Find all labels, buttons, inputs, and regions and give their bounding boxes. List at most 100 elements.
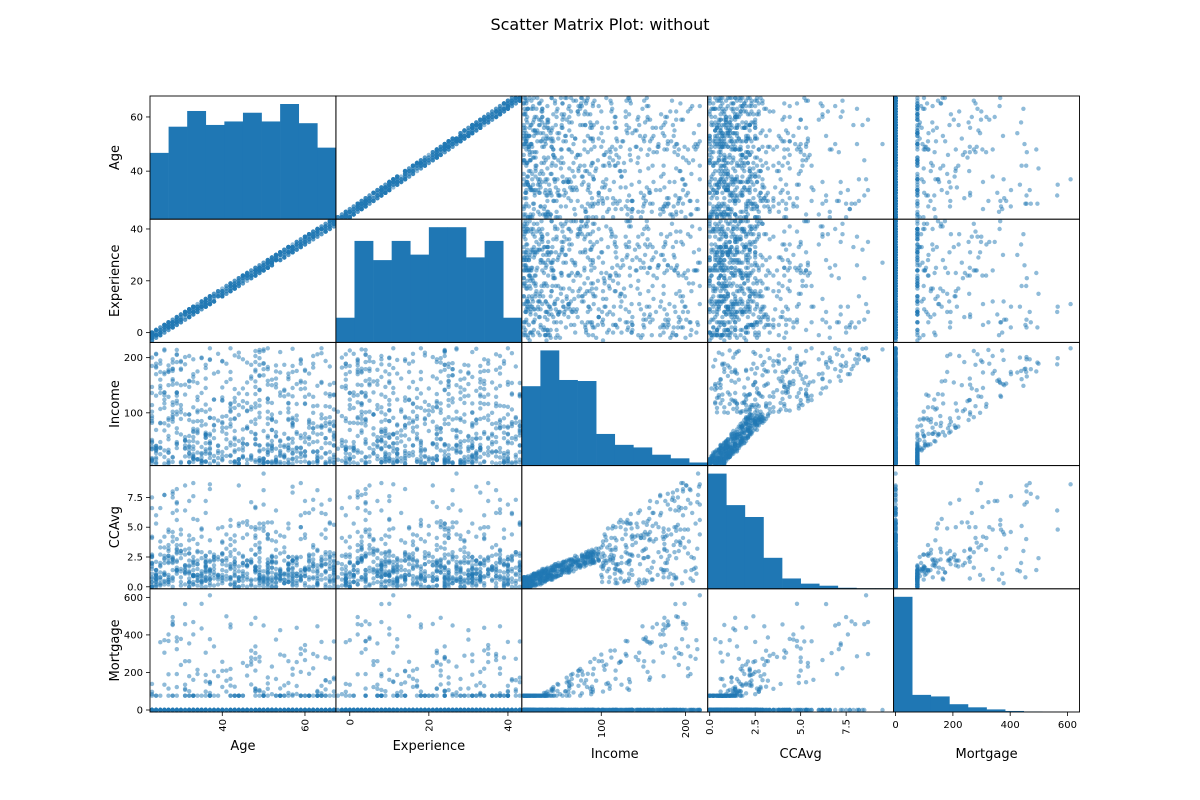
scatter-point — [751, 312, 756, 317]
scatter-point — [707, 158, 712, 163]
scatter-point — [787, 152, 792, 158]
scatter-point — [674, 229, 679, 234]
scatter-point — [626, 244, 632, 250]
scatter-point — [749, 139, 754, 144]
scatter-point — [628, 224, 633, 229]
scatter-point — [497, 109, 503, 114]
scatter-point — [647, 265, 653, 270]
scatter-point — [585, 255, 590, 260]
scatter-point — [718, 273, 723, 278]
scatter-point — [530, 177, 535, 182]
scatter-point — [195, 307, 200, 312]
scatter-point — [767, 109, 772, 114]
scatter-point — [521, 250, 526, 255]
scatter-point — [562, 252, 568, 258]
scatter-point — [745, 304, 751, 309]
scatter-point — [794, 229, 800, 234]
scatter-point — [827, 335, 832, 340]
scatter-point — [599, 270, 604, 276]
scatter-point — [594, 286, 599, 291]
scatter-point — [823, 133, 829, 139]
scatter-point — [558, 166, 564, 171]
scatter-point — [785, 307, 791, 312]
scatter-point — [745, 160, 751, 166]
scatter-point — [521, 268, 526, 273]
scatter-point — [734, 335, 740, 340]
scatter-point — [962, 150, 968, 155]
scatter-point — [915, 187, 920, 193]
scatter-point — [880, 260, 885, 265]
scatter-point — [689, 171, 694, 177]
scatter-point — [587, 171, 592, 177]
scatter-point — [551, 237, 556, 242]
scatter-point — [602, 281, 607, 286]
hist-bar — [150, 152, 169, 220]
scatter-point — [607, 155, 612, 160]
scatter-point — [523, 212, 528, 217]
scatter-point — [619, 291, 624, 296]
scatter-point — [720, 294, 725, 299]
scatter-point — [853, 201, 858, 206]
scatter-point — [630, 198, 635, 204]
scatter-point — [541, 281, 547, 286]
scatter-point — [798, 141, 803, 147]
scatter-point — [731, 177, 736, 182]
scatter-point — [605, 244, 611, 250]
hist-bar — [428, 227, 448, 343]
scatter-point — [915, 209, 920, 214]
scatter-point — [986, 320, 991, 325]
scatter-point — [776, 322, 781, 328]
scatter-point — [803, 125, 809, 130]
scatter-point — [674, 333, 679, 338]
scatter-point — [672, 179, 677, 185]
scatter-point — [551, 147, 556, 152]
scatter-point — [745, 133, 751, 139]
scatter-point — [617, 317, 622, 322]
scatter-point — [573, 330, 578, 335]
scatter-point — [749, 232, 754, 237]
scatter-point — [562, 309, 567, 315]
scatter-point — [780, 309, 785, 315]
scatter-point — [531, 117, 537, 122]
scatter-point — [606, 206, 612, 212]
scatter-point — [773, 185, 778, 190]
scatter-point — [620, 257, 625, 263]
scatter-point — [535, 330, 541, 335]
scatter-point — [754, 219, 760, 224]
scatter-point — [865, 117, 871, 122]
scatter-point — [1001, 177, 1006, 182]
scatter-point — [531, 187, 537, 193]
scatter-point — [640, 106, 645, 112]
scatter-point — [604, 95, 609, 101]
scatter-point — [720, 109, 725, 114]
scatter-point — [720, 286, 725, 291]
scatter-point — [725, 307, 731, 312]
scatter-point — [586, 215, 591, 220]
scatter-point — [838, 312, 843, 317]
scatter-point — [915, 204, 920, 209]
scatter-point — [589, 201, 595, 206]
scatter-point — [579, 299, 585, 304]
scatter-point — [783, 201, 789, 206]
scatter-point — [740, 190, 745, 195]
scatter-point — [680, 177, 686, 182]
scatter-point — [549, 95, 554, 101]
scatter-point — [489, 117, 495, 122]
scatter-point — [747, 247, 752, 252]
scatter-point — [791, 201, 796, 206]
scatter-point — [555, 257, 560, 263]
scatter-point — [211, 294, 217, 299]
scatter-point — [763, 257, 769, 263]
scatter-point — [662, 204, 667, 209]
scatter-point — [723, 106, 729, 112]
scatter-point — [650, 283, 655, 289]
scatter-point — [566, 314, 571, 320]
scatter-point — [847, 206, 852, 212]
scatter-point — [593, 294, 598, 299]
scatter-point — [776, 168, 781, 174]
scatter-point — [738, 237, 743, 242]
scatter-point — [689, 289, 694, 294]
scatter-point — [778, 296, 783, 302]
scatter-point — [709, 273, 714, 278]
scatter-point — [1021, 106, 1026, 112]
